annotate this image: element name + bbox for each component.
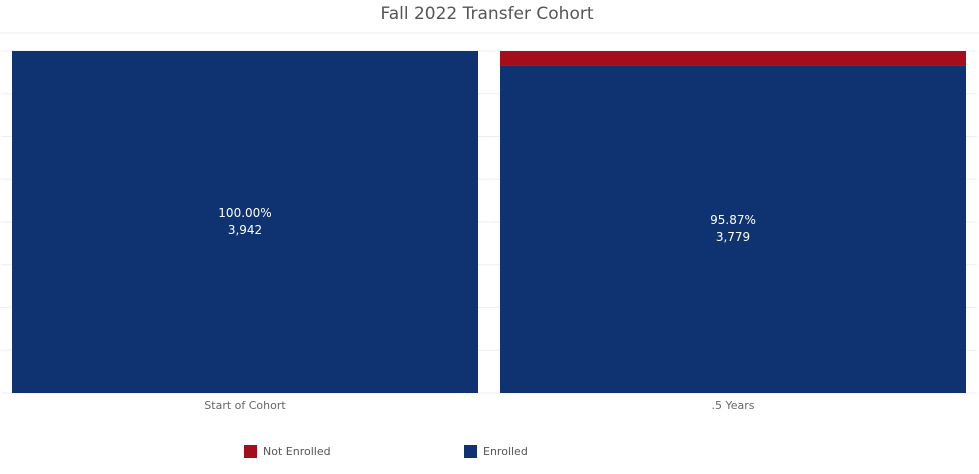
legend-swatch	[464, 445, 477, 458]
value-label: 95.87%	[710, 213, 756, 227]
x-tick-label: Start of Cohort	[204, 399, 286, 412]
legend-label: Enrolled	[483, 445, 528, 458]
legend-swatch	[244, 445, 257, 458]
bar-segment	[500, 65, 966, 393]
bar-segment	[500, 51, 966, 66]
value-label: 100.00%	[218, 206, 271, 220]
count-label: 3,942	[228, 223, 262, 237]
bar-segment	[12, 51, 478, 393]
x-tick-label: .5 Years	[711, 399, 754, 412]
count-label: 3,779	[716, 230, 750, 244]
chart-title: Fall 2022 Transfer Cohort	[380, 4, 593, 24]
legend-label: Not Enrolled	[263, 445, 331, 458]
